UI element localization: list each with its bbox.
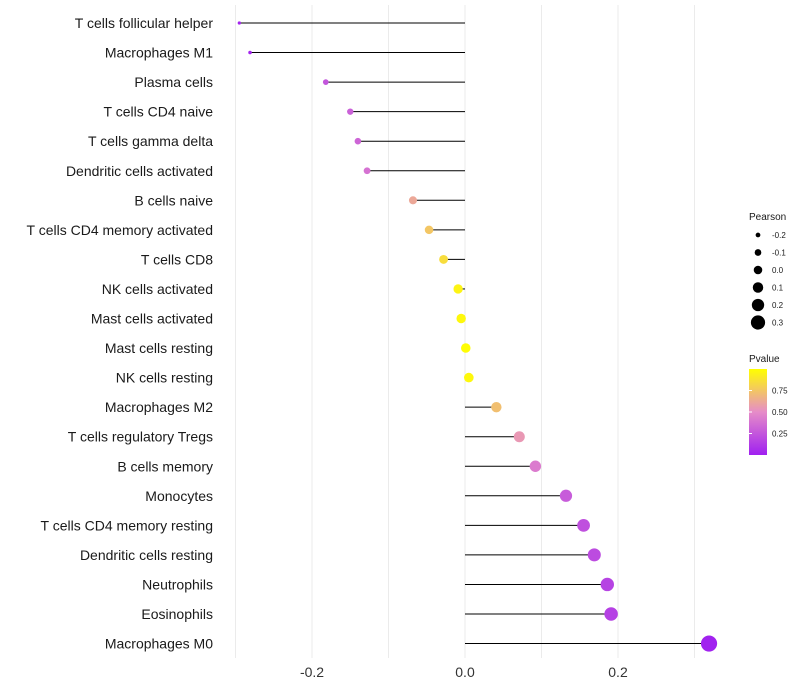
lollipop-point (461, 343, 471, 353)
category-label: T cells CD4 naive (104, 104, 214, 120)
size-legend-dot (753, 265, 763, 275)
lollipop-point (439, 254, 449, 264)
category-label: T cells regulatory Tregs (68, 429, 213, 445)
size-legend-dot (752, 282, 764, 293)
size-legend-dot (751, 298, 765, 312)
color-legend-label: 0.75 (772, 387, 788, 396)
category-label: Neutrophils (142, 576, 213, 592)
x-tick-label: 0.2 (608, 664, 628, 680)
lollipop-point (600, 577, 614, 592)
size-legend-label: 0.1 (772, 284, 784, 293)
color-legend-label: 0.25 (772, 430, 788, 439)
lollipop-point (529, 460, 542, 472)
lollipop-point (456, 313, 466, 324)
size-legend: -0.2 -0.1 0.0 0.1 0.2 0.3 (750, 231, 786, 330)
legend-color-title: Pvalue (749, 354, 780, 365)
lollipop-point (424, 225, 434, 235)
category-label: Eosinophils (141, 606, 213, 622)
category-label: B cells naive (134, 192, 213, 208)
category-label: T cells CD4 memory activated (27, 222, 213, 238)
size-legend-label: 0.3 (772, 319, 784, 328)
category-label: T cells CD4 memory resting (41, 517, 213, 533)
category-label: T cells follicular helper (75, 15, 214, 31)
category-label: B cells memory (117, 458, 213, 474)
category-label: NK cells resting (116, 370, 213, 386)
lollipop-point (322, 79, 329, 85)
lollipop-point (237, 21, 241, 25)
category-label: Macrophages M0 (105, 636, 213, 652)
size-legend-label: -0.2 (772, 231, 786, 240)
category-label: Plasma cells (134, 74, 213, 90)
legend: Pearson -0.2 -0.1 0.0 0.1 0.2 0.3 Pvalue 0.75… (749, 212, 788, 455)
lollipop-point (604, 607, 618, 621)
category-label: Mast cells activated (91, 311, 213, 327)
lollipop-stems (239, 22, 710, 645)
category-label: Monocytes (145, 488, 213, 504)
size-legend-label: 0.2 (772, 301, 784, 310)
size-legend-label: 0.0 (772, 266, 784, 275)
x-tick-label: -0.2 (300, 664, 324, 680)
lollipop-point (700, 635, 718, 652)
lollipop-point (513, 431, 525, 443)
lollipop-point (363, 167, 371, 175)
category-label: Dendritic cells activated (66, 163, 213, 179)
lollipop-point (453, 284, 463, 294)
x-tick-label: 0.0 (455, 664, 475, 680)
lollipop-point (408, 196, 418, 205)
category-labels: T cells follicular helper Macrophages M1 P… (27, 15, 214, 652)
lollipop-point (577, 518, 590, 532)
lollipop-points (237, 21, 718, 652)
category-label: Mast cells resting (105, 340, 213, 356)
category-label: NK cells activated (102, 281, 213, 297)
x-axis-tick-labels: -0.2 0.0 0.2 (300, 664, 628, 680)
category-label: Macrophages M1 (105, 45, 213, 61)
size-legend-dot (750, 315, 766, 330)
legend-size-title: Pearson (749, 212, 786, 223)
color-bar (749, 369, 767, 455)
category-label: T cells gamma delta (88, 133, 213, 149)
lollipop-point (248, 50, 252, 55)
color-legend-label: 0.50 (772, 408, 788, 417)
size-legend-label: -0.1 (772, 249, 786, 258)
lollipop-point (491, 401, 502, 413)
lollipop-point (587, 548, 601, 562)
category-label: Dendritic cells resting (80, 547, 213, 563)
color-legend-ticks: 0.75 0.50 0.25 (749, 387, 788, 439)
lollipop-point (347, 108, 354, 115)
size-legend-dot (755, 232, 761, 238)
category-label: T cells CD8 (141, 251, 213, 267)
category-label: Macrophages M2 (105, 399, 213, 415)
grid-lines (235, 5, 695, 658)
lollipop-point (559, 489, 573, 502)
lollipop-point (354, 137, 362, 145)
lollipop-point (464, 372, 474, 383)
size-legend-dot (754, 249, 762, 256)
